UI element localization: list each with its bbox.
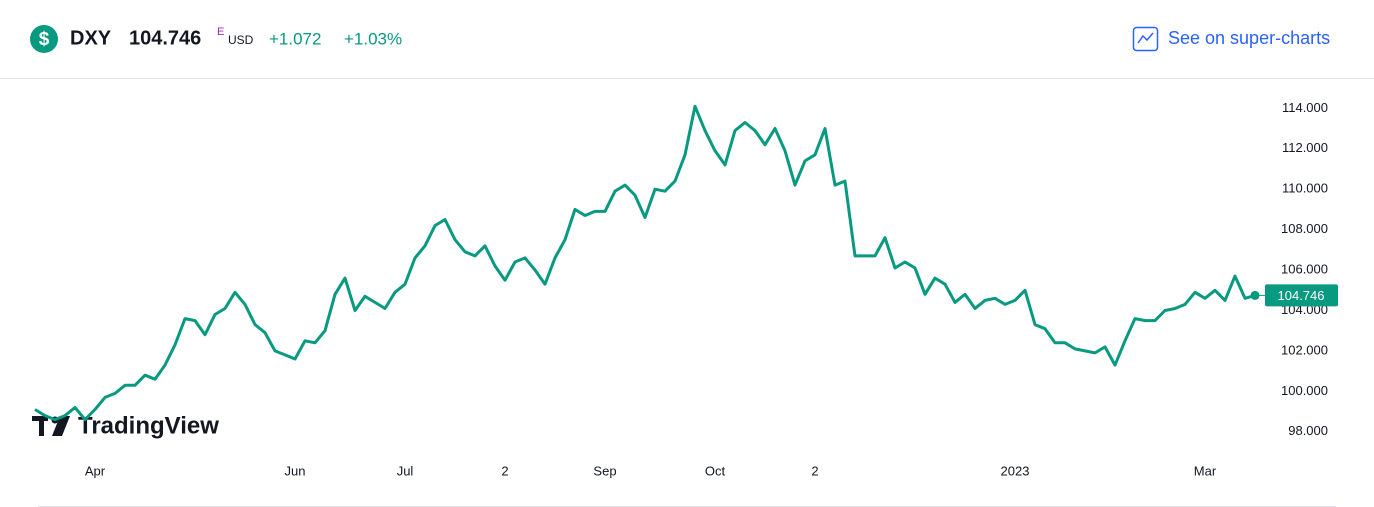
last-price-badge — [1265, 284, 1338, 307]
change: +1.072 — [269, 29, 321, 48]
x-tick-label: 2023 — [1001, 463, 1030, 478]
y-tick-label: 98.000 — [1288, 423, 1328, 438]
x-tick-label: Oct — [705, 463, 726, 478]
x-tick-label: Sep — [593, 463, 616, 478]
link-icon-glyph — [1137, 32, 1154, 44]
price: 104.746 — [129, 27, 201, 49]
super-charts-link[interactable]: See on super-charts — [1168, 28, 1330, 48]
symbol[interactable]: DXY — [70, 27, 112, 49]
x-tick-label: Jul — [397, 463, 414, 478]
x-tick-label: Jun — [285, 463, 306, 478]
x-tick-label: Mar — [1194, 463, 1217, 478]
currency: USD — [228, 33, 254, 47]
y-tick-label: 108.000 — [1281, 221, 1328, 236]
y-tick-label: 106.000 — [1281, 261, 1328, 276]
y-tick-label: 102.000 — [1281, 342, 1328, 357]
watermark-logo — [39, 416, 44, 436]
watermark-text: TradingView — [78, 412, 219, 439]
y-tick-label: 114.000 — [1282, 100, 1328, 115]
exchange-flag: E — [217, 26, 224, 38]
link-icon[interactable] — [1132, 26, 1159, 52]
price-line — [34, 104, 1256, 422]
x-tick-label: 2 — [501, 463, 508, 478]
symbol-icon-glyph: $ — [39, 29, 50, 50]
x-tick-label: Apr — [85, 463, 106, 478]
x-tick-label: 2 — [811, 463, 818, 478]
y-tick-label: 110.000 — [1282, 181, 1328, 196]
y-tick-label: 112.000 — [1282, 140, 1328, 155]
watermark-logo — [52, 416, 70, 436]
y-tick-label: 100.000 — [1281, 383, 1328, 398]
symbol-icon — [30, 25, 58, 53]
change-percent: +1.03% — [344, 29, 402, 48]
last-point — [1250, 290, 1260, 300]
last-price-label: 104.746 — [1278, 288, 1325, 303]
